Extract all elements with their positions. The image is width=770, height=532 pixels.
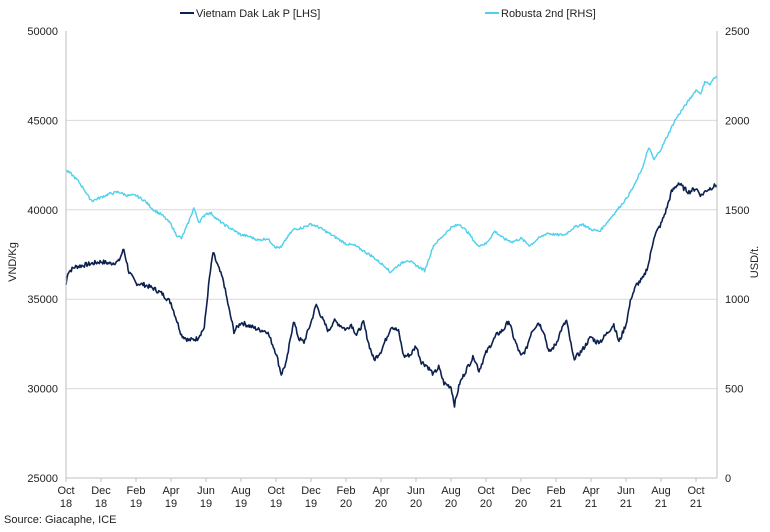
x-tick-labels: Oct18Dec18Feb19Apr19Jun19Aug19Oct19Dec19… — [57, 478, 705, 510]
x-tick-label-month: Aug — [441, 485, 461, 497]
left-y-tick-label: 25000 — [27, 473, 58, 485]
x-tick-label-month: Aug — [651, 485, 671, 497]
left-y-tick-label: 40000 — [27, 205, 58, 217]
x-tick-label-month: Apr — [162, 485, 179, 497]
x-tick-label-year: 18 — [60, 498, 72, 510]
x-tick-label-month: Dec — [91, 485, 111, 497]
right-y-tick-label: 1500 — [725, 205, 749, 217]
x-tick-label-year: 19 — [235, 498, 247, 510]
x-tick-label-month: Dec — [301, 485, 321, 497]
left-y-tick-label: 30000 — [27, 384, 58, 396]
x-tick-label-month: Jun — [197, 485, 215, 497]
x-tick-label-year: 21 — [620, 498, 632, 510]
right-y-tick-label: 2000 — [725, 115, 749, 127]
x-tick-label-year: 21 — [585, 498, 597, 510]
x-tick-label-year: 20 — [515, 498, 527, 510]
legend: Vietnam Dak Lak P [LHS] Robusta 2nd [RHS… — [180, 8, 596, 20]
x-tick-label-month: Oct — [57, 485, 74, 497]
x-tick-label-year: 21 — [655, 498, 667, 510]
x-tick-label-month: Aug — [231, 485, 251, 497]
x-tick-label-year: 19 — [270, 498, 282, 510]
right-y-tick-label: 500 — [725, 384, 743, 396]
x-tick-label-year: 19 — [305, 498, 317, 510]
x-tick-label-month: Apr — [582, 485, 599, 497]
x-tick-label-year: 18 — [95, 498, 107, 510]
left-y-tick-label: 35000 — [27, 294, 58, 306]
x-tick-label-month: Oct — [267, 485, 284, 497]
right-axis-label: USD/t. — [749, 246, 761, 278]
x-tick-label-month: Feb — [127, 485, 146, 497]
series-line-robusta — [66, 75, 718, 274]
left-y-tick-label: 50000 — [27, 26, 58, 38]
x-tick-label-year: 20 — [480, 498, 492, 510]
x-tick-label-month: Jun — [617, 485, 635, 497]
series-line-dak-lak — [65, 182, 718, 408]
x-tick-label-year: 19 — [130, 498, 142, 510]
x-tick-label-year: 19 — [165, 498, 177, 510]
x-tick-label-year: 21 — [690, 498, 702, 510]
x-tick-label-month: Dec — [511, 485, 531, 497]
x-tick-label-year: 19 — [200, 498, 212, 510]
x-tick-label-year: 20 — [340, 498, 352, 510]
x-tick-label-month: Apr — [372, 485, 389, 497]
left-axis-label: VND/Kg — [7, 242, 19, 282]
x-tick-label-month: Feb — [337, 485, 356, 497]
axes — [65, 31, 718, 479]
right-y-tick-labels: 2500 2000 1500 1000 500 0 — [725, 26, 749, 485]
right-y-tick-label: 0 — [725, 473, 731, 485]
right-y-tick-label: 1000 — [725, 294, 749, 306]
legend-label-robusta: Robusta 2nd [RHS] — [501, 8, 596, 20]
x-tick-label-year: 20 — [445, 498, 457, 510]
x-tick-label-month: Feb — [547, 485, 566, 497]
legend-label-dak-lak: Vietnam Dak Lak P [LHS] — [196, 8, 320, 20]
x-tick-label-month: Jun — [407, 485, 425, 497]
right-y-tick-label: 2500 — [725, 26, 749, 38]
x-tick-label-year: 21 — [550, 498, 562, 510]
x-tick-label-month: Oct — [687, 485, 704, 497]
left-y-tick-labels: 50000 45000 40000 35000 30000 25000 — [27, 26, 58, 485]
source-note: Source: Giacaphe, ICE — [4, 514, 117, 526]
x-tick-label-year: 20 — [410, 498, 422, 510]
x-tick-label-month: Oct — [477, 485, 494, 497]
x-tick-label-year: 20 — [375, 498, 387, 510]
gridlines — [66, 119, 717, 390]
series-lines — [65, 75, 718, 408]
left-y-tick-label: 45000 — [27, 115, 58, 127]
